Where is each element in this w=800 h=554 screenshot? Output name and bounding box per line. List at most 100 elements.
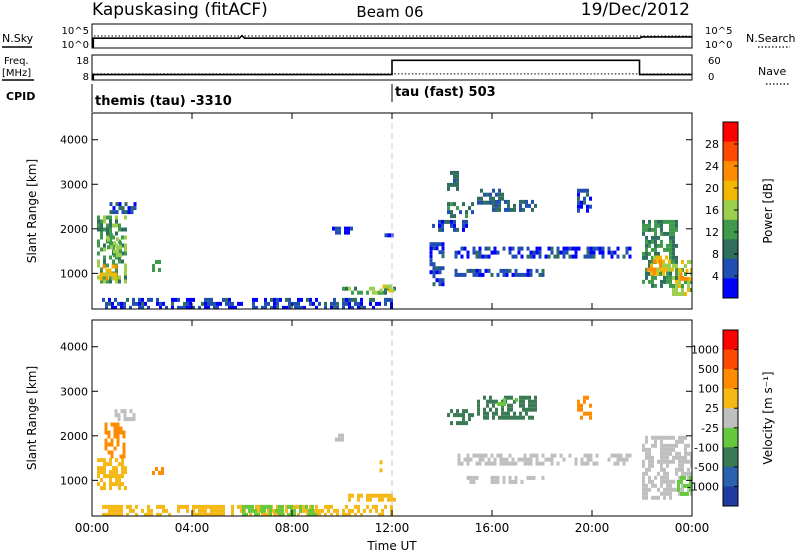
heatmap-cell (679, 276, 683, 281)
heatmap-cell (532, 254, 536, 259)
heatmap-cell (132, 417, 136, 422)
heatmap-cell (165, 508, 168, 513)
heatmap-cell (666, 479, 669, 484)
heatmap-cell (514, 268, 518, 273)
heatmap-cell (462, 409, 465, 414)
heatmap-cell (535, 268, 539, 273)
heatmap-cell (502, 268, 506, 273)
heatmap-cell (261, 512, 264, 516)
heatmap-cell (607, 250, 611, 255)
heatmap-cell (680, 475, 683, 480)
heatmap-cell (492, 203, 495, 208)
heatmap-cell (672, 227, 675, 232)
heatmap-cell (660, 231, 663, 236)
heatmap-cell (669, 487, 672, 492)
heatmap-cell (651, 239, 654, 244)
heatmap-cell (432, 270, 436, 275)
heatmap-cell (115, 223, 118, 228)
heatmap-cell (116, 442, 120, 447)
heatmap-cell (330, 305, 333, 309)
heatmap-cell (382, 284, 386, 289)
heatmap-cell (656, 271, 659, 276)
heatmap-cell (541, 453, 545, 458)
heatmap-cell (660, 459, 663, 464)
heatmap-cell (642, 227, 645, 232)
heatmap-cell (121, 227, 124, 232)
heatmap-cell (248, 508, 251, 513)
heatmap-cell (648, 259, 651, 264)
heatmap-cell (571, 254, 575, 259)
heatmap-cell (122, 446, 126, 451)
heatmap-cell (462, 202, 465, 207)
heatmap-cell (315, 297, 318, 302)
heatmap-cell (666, 435, 669, 440)
heatmap-cell (662, 259, 665, 264)
heatmap-cell (481, 272, 485, 277)
heatmap-cell (577, 399, 580, 404)
heatmap-cell (666, 491, 669, 496)
heatmap-cell (645, 451, 648, 456)
heatmap-cell (535, 461, 539, 466)
heatmap-cell (390, 297, 393, 302)
heatmap-cell (522, 395, 525, 400)
heatmap-cell (124, 202, 128, 207)
heatmap-cell (654, 227, 657, 232)
heatmap-cell (114, 272, 118, 277)
heatmap-cell (118, 486, 121, 491)
heatmap-cell (660, 483, 663, 488)
heatmap-cell (198, 504, 201, 509)
heatmap-cell (687, 288, 690, 292)
heatmap-cell (466, 457, 470, 462)
heatmap-cell (517, 246, 521, 251)
heatmap-cell (454, 254, 458, 259)
heatmap-cell (653, 259, 656, 264)
heatmap-cell (669, 227, 672, 232)
heatmap-cell (333, 508, 336, 513)
heatmap-cell (607, 246, 611, 251)
heatmap-cell (507, 411, 510, 416)
heatmap-cell (690, 280, 692, 284)
heatmap-cell (496, 479, 500, 484)
heatmap-cell (550, 246, 554, 251)
heatmap-cell (231, 305, 234, 309)
cpid-segment-2-label: tau (fast) 503 (395, 85, 496, 100)
heatmap-cell (622, 254, 626, 259)
heatmap-cell (372, 290, 375, 295)
heatmap-cell (553, 254, 557, 259)
heatmap-cell (493, 457, 497, 462)
heatmap-cell (453, 202, 456, 207)
colorbar-swatch (723, 349, 738, 370)
heatmap-cell (255, 305, 258, 309)
heatmap-cell (492, 411, 495, 416)
heatmap-cell (345, 297, 348, 302)
heatmap-cell (315, 305, 318, 309)
heatmap-cell (511, 461, 515, 466)
heatmap-cell (659, 255, 662, 260)
heatmap-cell (535, 453, 539, 458)
heatmap-cell (490, 461, 494, 466)
heatmap-cell (535, 457, 539, 462)
heatmap-cell (534, 399, 537, 404)
heatmap-cell (538, 254, 542, 259)
heatmap-cell (103, 243, 106, 248)
heatmap-cell (162, 504, 165, 509)
heatmap-cell (450, 182, 453, 187)
heatmap-cell (657, 251, 660, 256)
heatmap-cell (511, 272, 515, 277)
heatmap-cell (165, 305, 168, 309)
heatmap-cell (663, 467, 666, 472)
heatmap-cell (121, 259, 124, 264)
heatmap-cell (269, 508, 272, 513)
heatmap-cell (384, 301, 387, 306)
heatmap-cell (574, 461, 578, 466)
x-tick-label: 12:00 (375, 521, 410, 535)
heatmap-cell (276, 504, 279, 509)
heatmap-cell (663, 447, 666, 452)
heatmap-cell (493, 246, 497, 251)
heatmap-cell (456, 227, 459, 232)
heatmap-cell (550, 453, 554, 458)
heatmap-cell (580, 188, 583, 193)
heatmap-cell (653, 271, 656, 276)
heatmap-cell (513, 415, 516, 420)
heatmap-cell (342, 297, 345, 302)
